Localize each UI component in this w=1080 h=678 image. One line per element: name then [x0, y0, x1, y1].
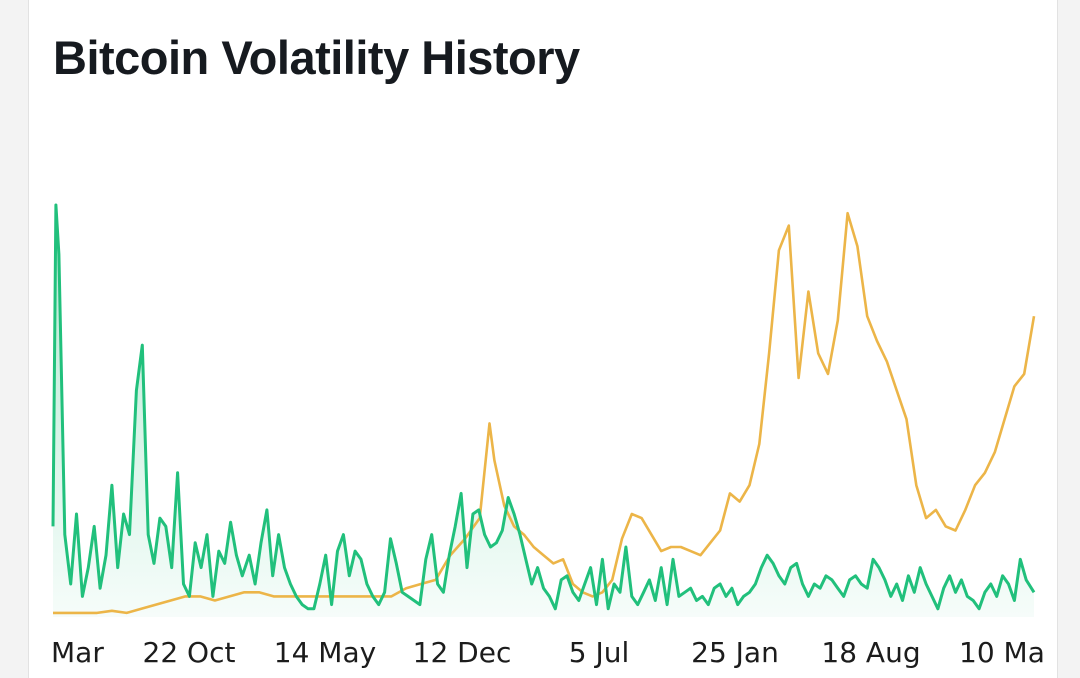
x-tick-label: 18 Aug — [821, 636, 920, 669]
page-title: Bitcoin Volatility History — [53, 31, 580, 84]
series-2-line — [53, 211, 1036, 615]
x-tick-label: 12 Dec — [413, 636, 512, 669]
x-tick-label: 5 Jul — [569, 636, 630, 669]
x-tick-label: Mar — [51, 636, 104, 669]
series-1-area — [53, 205, 1034, 617]
x-tick-label: 10 Ma — [959, 636, 1045, 669]
series-1-line — [51, 203, 1036, 611]
x-tick-label: 14 May — [274, 636, 376, 669]
x-tick-label: 25 Jan — [691, 636, 779, 669]
x-tick-label: 22 Oct — [143, 636, 236, 669]
volatility-chart: Mar 22 Oct 14 May 12 Dec 5 Jul 25 Jan 18 Aug 10… — [51, 203, 1045, 669]
series-layer — [51, 203, 1036, 617]
x-axis-ticks: Mar 22 Oct 14 May 12 Dec 5 Jul 25 Jan 18 Aug 10… — [51, 636, 1045, 669]
chart-card: Bitcoin Volatility History Mar 22 Oct 14 M… — [28, 0, 1058, 678]
